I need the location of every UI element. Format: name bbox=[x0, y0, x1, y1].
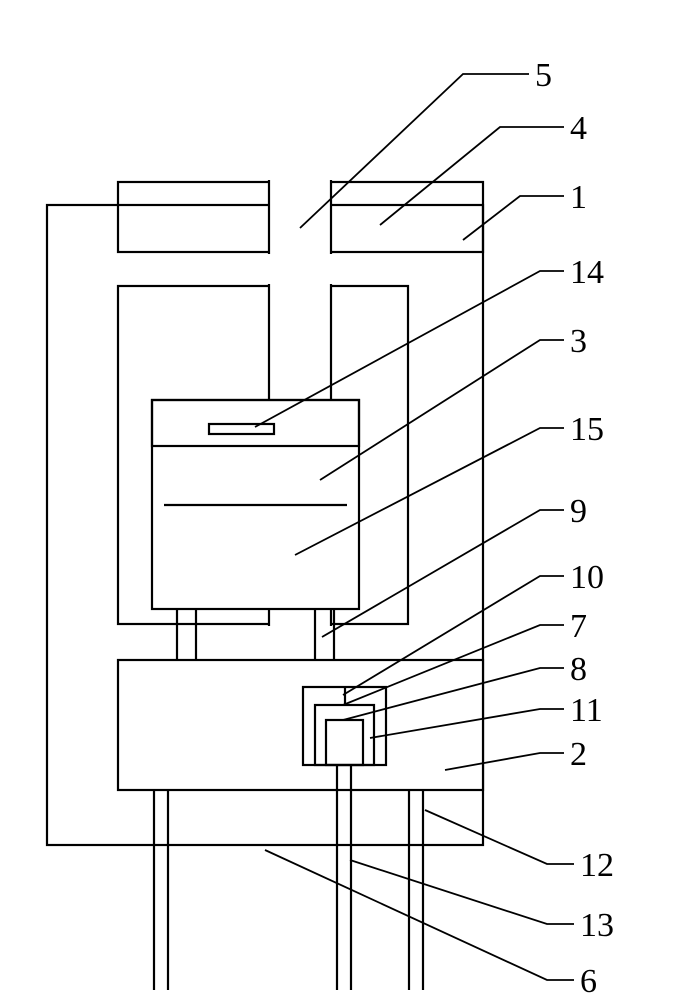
callout-label-5: 5 bbox=[535, 57, 552, 94]
callout-label-15: 15 bbox=[570, 411, 604, 448]
callout-labels: 54 1 14 3 15 9 10 7 8 11 2 12 13 6 bbox=[535, 57, 614, 1000]
callout-label-3: 3 bbox=[570, 323, 587, 360]
callout-label-12: 12 bbox=[580, 847, 614, 884]
callout-label-10: 10 bbox=[570, 559, 604, 596]
diagram-rects bbox=[47, 180, 483, 845]
callout-label-7: 7 bbox=[570, 608, 587, 645]
callout-label-8: 8 bbox=[570, 651, 587, 688]
callout-label-14: 14 bbox=[570, 254, 604, 291]
callout-label-2: 2 bbox=[570, 736, 587, 773]
callout-label-4: 4 bbox=[570, 110, 587, 147]
callout-label-9: 9 bbox=[570, 493, 587, 530]
callout-label-11: 11 bbox=[570, 692, 603, 729]
technical-diagram: 54 1 14 3 15 9 10 7 8 11 2 12 13 6 bbox=[0, 0, 687, 1000]
callout-label-13: 13 bbox=[580, 907, 614, 944]
callout-label-1: 1 bbox=[570, 179, 587, 216]
callout-label-6: 6 bbox=[580, 963, 597, 1000]
